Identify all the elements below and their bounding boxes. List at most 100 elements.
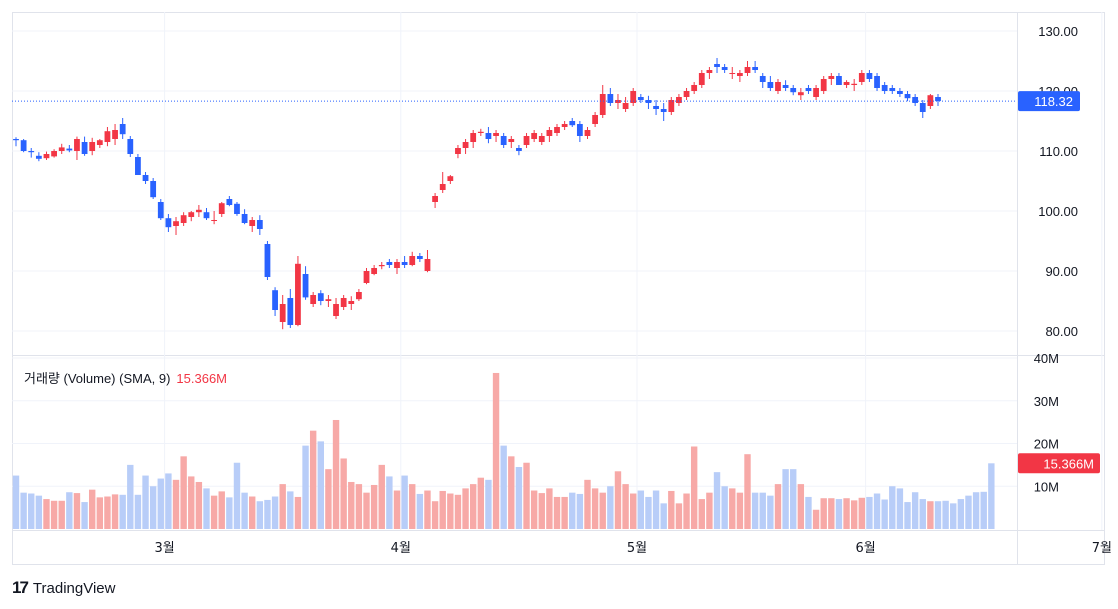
volume-bar (660, 503, 667, 529)
candle-body (767, 82, 774, 88)
candle-body (729, 73, 736, 74)
candle-body (584, 130, 591, 136)
candle-body (188, 212, 195, 217)
volume-bar (332, 419, 340, 529)
volume-bar (751, 492, 759, 529)
candle (843, 80, 850, 88)
candle-body (897, 91, 903, 94)
candle (218, 202, 225, 217)
candle-body (401, 262, 408, 265)
volume-bar (325, 469, 332, 529)
candle (188, 211, 195, 222)
candle (904, 91, 911, 102)
candle-body (355, 292, 362, 300)
candle-body (546, 130, 553, 136)
volume-bar (584, 479, 591, 529)
volume-bar (111, 494, 119, 529)
candle-body (569, 121, 576, 126)
candle-body (912, 97, 919, 103)
candle (531, 130, 538, 142)
volume-legend-title: 거래량 (Volume) (SMA, 9) (24, 371, 171, 386)
volume-bar (271, 496, 279, 529)
candle-body (157, 202, 164, 219)
candle (881, 82, 888, 94)
candle (561, 121, 568, 130)
volume-bar (828, 498, 835, 529)
volume-bar (805, 496, 812, 529)
candles (13, 58, 941, 330)
candle-body (592, 115, 599, 124)
candle (211, 211, 218, 225)
candle-body (241, 214, 248, 223)
candle (394, 259, 400, 274)
candle-body (516, 148, 522, 151)
volume-bar (218, 491, 225, 529)
candle (729, 67, 736, 79)
candle-body (622, 103, 629, 109)
volume-bar (340, 458, 347, 529)
time-tick-label: 4월 (391, 541, 411, 556)
candle-body (752, 67, 759, 70)
volume-bar (386, 476, 393, 529)
candle (797, 88, 804, 100)
candle-body (58, 147, 65, 151)
candle-body (599, 94, 606, 115)
candle (127, 136, 134, 157)
volume-bar (43, 499, 50, 529)
candle-body (683, 91, 690, 97)
candle-body (439, 184, 446, 190)
volume-bar (210, 495, 218, 529)
volume-bar (233, 462, 241, 529)
candle (310, 292, 317, 307)
candle (249, 217, 256, 232)
candle (790, 85, 797, 96)
candle (477, 128, 484, 136)
volume-bar (538, 493, 545, 529)
candle (736, 70, 743, 82)
candle (858, 70, 865, 85)
volume-bar (668, 490, 675, 529)
candle (813, 85, 819, 100)
candle-body (660, 109, 667, 112)
candle (683, 88, 690, 100)
volume-bar (706, 492, 713, 529)
candle-body (424, 259, 431, 271)
candle-body (173, 221, 179, 226)
tradingview-logo[interactable]: 17 TradingView (12, 578, 115, 598)
candle (714, 58, 720, 73)
candle (592, 112, 599, 127)
candle-body (462, 142, 469, 148)
candle (66, 145, 73, 153)
candle-body (203, 212, 210, 219)
candle (165, 214, 172, 232)
candle-body (195, 209, 202, 213)
candle (599, 85, 606, 118)
last-price-badge (1018, 91, 1080, 112)
candle-body (881, 85, 888, 91)
volume-bar (302, 445, 309, 529)
volume-axis-ticks: 10M 20M 30M 40M (1034, 351, 1059, 494)
candle-body (89, 142, 96, 151)
candle (135, 154, 141, 175)
candle (660, 103, 667, 121)
volume-bar (591, 488, 599, 529)
candle (234, 202, 240, 216)
volume-bar (20, 492, 27, 529)
candle (295, 256, 301, 327)
candle (508, 136, 515, 148)
volume-bar (546, 488, 553, 529)
volume-bar (866, 496, 873, 529)
candle (569, 118, 576, 127)
volume-bar (35, 495, 43, 529)
candle-body (302, 274, 309, 298)
candle (348, 296, 355, 310)
candle-body (828, 76, 835, 79)
candle (180, 212, 187, 226)
candle-body (409, 256, 416, 265)
candle (447, 175, 454, 184)
candle-body (790, 88, 797, 93)
volume-bar (774, 484, 782, 529)
candle (371, 265, 378, 276)
volume-bar (881, 499, 888, 529)
volume-bar (203, 488, 210, 529)
